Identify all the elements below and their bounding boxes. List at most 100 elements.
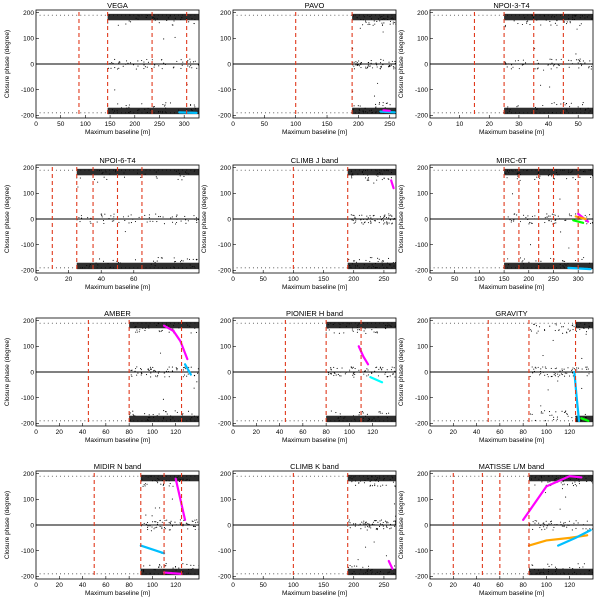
data-point xyxy=(193,170,195,172)
data-point xyxy=(565,410,567,412)
data-point xyxy=(144,329,146,332)
data-point xyxy=(462,322,464,324)
data-point xyxy=(375,478,378,481)
data-point xyxy=(462,169,464,171)
data-point xyxy=(375,528,377,530)
data-point xyxy=(390,63,392,65)
data-point xyxy=(145,374,148,376)
data-point xyxy=(318,14,320,16)
data-point xyxy=(376,66,378,68)
colored-track xyxy=(178,111,198,114)
data-point xyxy=(462,420,464,422)
x-axis-label: Maximum baseline [m] xyxy=(479,284,544,291)
data-point xyxy=(357,64,359,66)
data-point xyxy=(393,503,396,505)
y-tick-label: 0 xyxy=(30,522,34,529)
data-point xyxy=(55,169,57,171)
data-point xyxy=(562,326,564,328)
data-point xyxy=(162,216,164,218)
y-tick-label: -200 xyxy=(218,268,231,275)
data-point xyxy=(97,181,99,183)
data-point xyxy=(540,411,542,413)
data-point xyxy=(265,475,267,477)
data-point xyxy=(385,169,388,171)
data-point xyxy=(43,420,45,422)
data-point xyxy=(478,322,480,324)
data-point xyxy=(368,177,370,179)
data-point xyxy=(365,177,367,179)
data-point xyxy=(445,112,447,114)
data-point xyxy=(363,16,365,18)
data-point xyxy=(354,221,356,223)
data-point xyxy=(386,325,389,327)
data-point xyxy=(248,112,250,114)
data-point xyxy=(512,170,514,172)
x-tick-label: 80 xyxy=(520,582,528,589)
data-point xyxy=(80,573,82,575)
x-tick-label: 20 xyxy=(56,429,64,436)
data-point xyxy=(385,102,387,104)
data-point xyxy=(550,367,552,369)
data-point xyxy=(536,19,538,21)
data-point xyxy=(152,220,154,222)
data-point xyxy=(365,521,367,523)
data-point xyxy=(537,569,540,571)
panel-title: PAVO xyxy=(305,1,325,10)
data-point xyxy=(383,177,385,179)
data-point xyxy=(366,67,368,69)
data-point xyxy=(539,524,541,527)
data-point xyxy=(560,482,562,484)
data-point xyxy=(357,173,359,175)
data-point xyxy=(144,413,146,415)
colored-track xyxy=(522,475,583,521)
x-axis-label: Maximum baseline [m] xyxy=(85,590,150,597)
data-point xyxy=(486,267,488,269)
data-point xyxy=(186,523,188,525)
data-point xyxy=(168,485,170,487)
x-tick-label: 150 xyxy=(105,121,116,128)
data-point xyxy=(143,67,145,70)
data-point xyxy=(354,373,356,376)
data-layer xyxy=(430,12,593,116)
data-point xyxy=(269,475,271,477)
data-point xyxy=(578,481,580,483)
x-tick-label: 60 xyxy=(299,429,307,436)
data-point xyxy=(466,14,468,16)
data-point xyxy=(547,322,549,324)
data-point xyxy=(382,367,384,369)
data-point xyxy=(542,366,544,368)
data-point xyxy=(393,520,395,522)
data-point xyxy=(387,170,389,172)
data-point xyxy=(381,179,383,181)
data-point xyxy=(433,169,435,171)
y-tick-label: 100 xyxy=(220,36,231,43)
data-point xyxy=(365,21,367,23)
y-tick-label: -100 xyxy=(415,395,428,402)
data-point xyxy=(351,329,353,331)
data-point xyxy=(252,14,254,16)
data-point xyxy=(540,405,542,407)
data-point xyxy=(568,247,570,249)
data-point xyxy=(355,64,357,66)
data-point xyxy=(579,58,581,60)
data-point xyxy=(76,475,78,477)
data-layer xyxy=(430,320,593,424)
data-point xyxy=(547,481,549,483)
data-point xyxy=(381,218,383,220)
data-point xyxy=(340,416,342,418)
data-point xyxy=(367,64,369,66)
data-point xyxy=(144,108,146,110)
data-point xyxy=(367,23,369,26)
data-point xyxy=(583,257,585,259)
data-point xyxy=(377,528,379,530)
data-point xyxy=(554,478,556,480)
data-point xyxy=(556,418,558,420)
panel-title: GRAVITY xyxy=(495,309,527,318)
data-point xyxy=(513,219,515,221)
data-point xyxy=(553,416,555,418)
data-point xyxy=(273,475,275,477)
data-point xyxy=(160,566,162,568)
data-point xyxy=(564,420,565,422)
